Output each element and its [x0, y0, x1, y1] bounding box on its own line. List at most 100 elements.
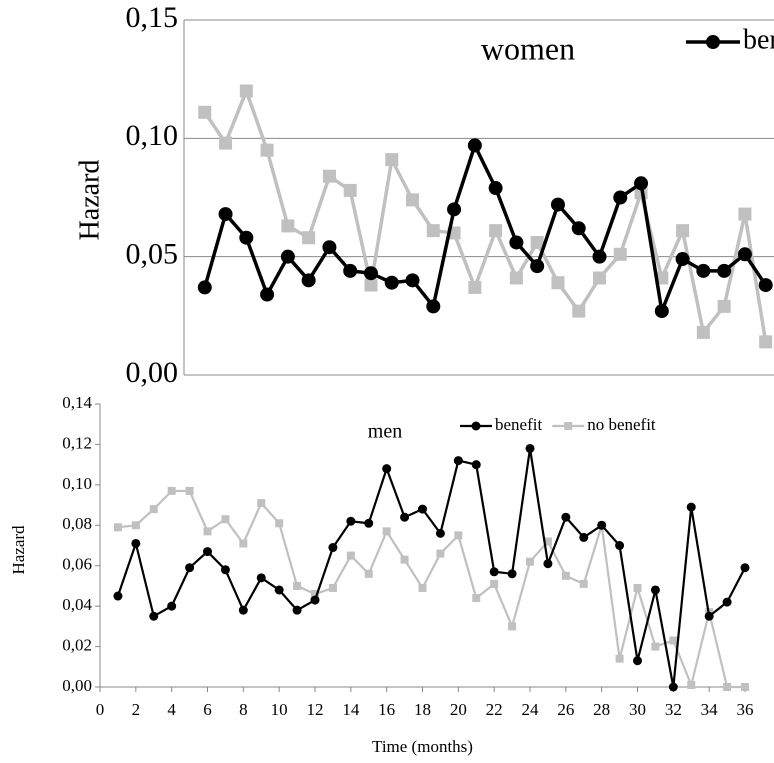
y-tick-label: 0,04: [62, 595, 92, 614]
marker: [650, 585, 660, 595]
marker: [634, 176, 649, 191]
y-tick-label: 0,14: [62, 393, 92, 412]
chart-title: women: [481, 30, 575, 66]
marker: [343, 263, 358, 278]
x-tick-label: 8: [239, 700, 248, 719]
marker: [221, 515, 230, 524]
marker: [468, 280, 482, 294]
marker: [741, 683, 749, 691]
marker: [592, 249, 607, 264]
marker: [668, 682, 678, 692]
marker: [507, 569, 517, 579]
marker: [613, 247, 627, 261]
marker: [738, 207, 752, 221]
marker: [579, 532, 589, 542]
marker: [490, 579, 499, 588]
marker: [696, 263, 711, 278]
panel-background: [0, 388, 774, 763]
marker: [385, 153, 399, 167]
marker: [113, 523, 122, 532]
x-tick-label: 16: [378, 700, 395, 719]
series-line: [203, 140, 768, 318]
marker: [740, 563, 750, 573]
x-tick-label: 36: [737, 700, 754, 719]
marker: [257, 499, 266, 508]
marker: [281, 219, 295, 233]
marker: [218, 207, 233, 222]
marker: [260, 143, 274, 157]
marker: [525, 443, 535, 453]
x-tick-label: 26: [557, 700, 574, 719]
marker: [615, 654, 624, 663]
marker: [579, 579, 588, 588]
marker: [346, 551, 355, 560]
y-axis-label: Hazard: [74, 160, 105, 241]
chart-title: men: [368, 421, 402, 443]
marker: [197, 280, 212, 295]
marker: [737, 247, 752, 262]
marker: [543, 537, 552, 546]
x-tick-label: 24: [522, 700, 540, 719]
x-tick-label: 18: [414, 700, 431, 719]
x-tick-label: 2: [132, 700, 141, 719]
marker: [328, 543, 338, 553]
marker: [274, 585, 284, 595]
marker: [364, 569, 373, 578]
women-chart: 0,000,050,100,15womenHazardbenefitno ben…: [74, 1, 774, 388]
y-axis-label: Hazard: [9, 525, 28, 575]
marker: [149, 505, 158, 514]
marker: [508, 622, 517, 631]
marker: [322, 240, 337, 255]
marker: [301, 273, 316, 288]
marker: [467, 138, 482, 153]
legend-marker: [706, 35, 720, 49]
marker: [561, 571, 570, 580]
marker: [203, 547, 212, 557]
marker: [302, 231, 316, 245]
marker: [113, 591, 123, 601]
marker: [687, 680, 696, 689]
marker: [686, 502, 696, 512]
marker: [435, 528, 445, 538]
marker: [260, 287, 275, 302]
marker: [400, 555, 409, 564]
marker: [526, 557, 534, 566]
marker: [382, 527, 391, 536]
y-tick-label: 0,06: [62, 555, 92, 574]
marker: [405, 273, 420, 288]
marker: [322, 169, 336, 183]
marker: [489, 224, 503, 238]
marker: [722, 597, 732, 607]
marker: [758, 278, 773, 293]
marker: [280, 249, 295, 264]
marker: [436, 549, 445, 558]
marker: [382, 464, 392, 474]
marker: [572, 304, 586, 318]
x-tick-label: 32: [665, 700, 682, 719]
marker: [418, 583, 427, 592]
marker: [592, 271, 606, 285]
marker: [543, 559, 553, 569]
x-tick-label: 4: [167, 700, 176, 719]
marker: [530, 259, 545, 274]
marker: [759, 335, 773, 349]
marker: [488, 181, 503, 196]
marker: [363, 266, 378, 281]
marker: [717, 299, 731, 313]
marker: [239, 539, 248, 548]
marker: [346, 516, 356, 526]
x-tick-label: 6: [203, 700, 212, 719]
marker: [364, 518, 374, 528]
marker: [426, 299, 441, 314]
legend-label: benefit: [495, 415, 542, 434]
x-tick-label: 10: [271, 700, 288, 719]
marker: [453, 456, 463, 466]
marker: [149, 611, 159, 621]
x-tick-label: 14: [342, 700, 360, 719]
marker: [530, 235, 544, 249]
marker: [447, 202, 462, 217]
x-axis-label: Time (months): [372, 737, 473, 756]
marker: [633, 583, 642, 592]
marker: [185, 486, 194, 495]
